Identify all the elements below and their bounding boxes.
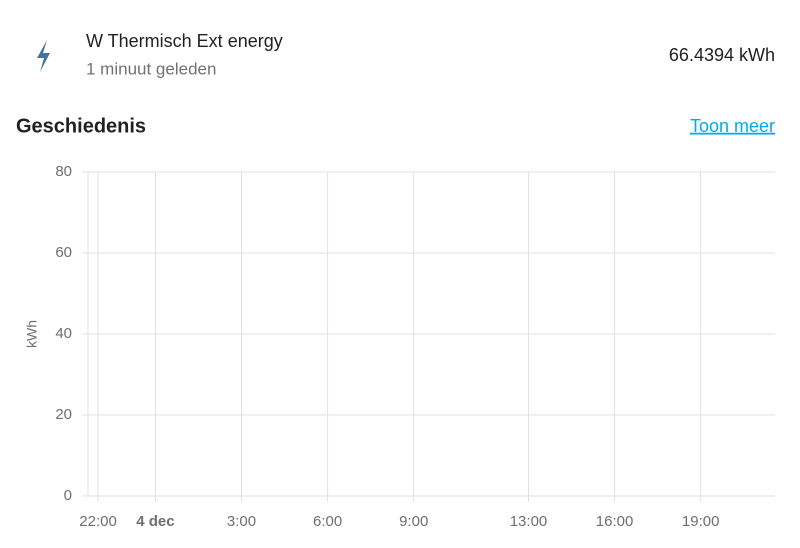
x-tick-label: 22:00 <box>79 513 117 530</box>
icon <box>37 40 50 72</box>
x-tick-label: 4 dec <box>136 513 174 530</box>
x-tick-label: 3:00 <box>227 513 256 530</box>
x-tick-label: 13:00 <box>510 513 548 530</box>
x-tick-label: 16:00 <box>596 513 634 530</box>
y-tick-label: 80 <box>55 163 72 180</box>
x-tick-label: 6:00 <box>313 513 342 530</box>
y-tick-label: 60 <box>55 244 72 261</box>
y-tick-label: 0 <box>64 487 72 504</box>
x-tick-label: 19:00 <box>682 513 720 530</box>
y-axis-label: kWh <box>24 320 40 348</box>
last-changed: 1 minuut geleden <box>86 59 216 78</box>
y-tick-label: 20 <box>55 406 72 423</box>
state: 66.4394 kWh <box>669 45 775 65</box>
more-link[interactable]: Toon meer <box>690 116 775 136</box>
section-title: Geschiedenis <box>16 115 146 137</box>
y-tick-label: 40 <box>55 325 72 342</box>
x-tick-label: 9:00 <box>399 513 428 530</box>
entity-name: W Thermisch Ext energy <box>86 31 283 51</box>
